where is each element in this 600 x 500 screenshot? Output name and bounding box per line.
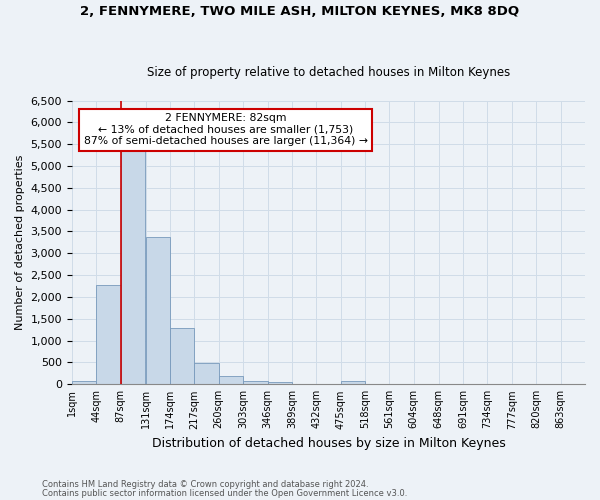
Bar [243, 381, 268, 384]
Bar [194, 364, 219, 384]
Title: Size of property relative to detached houses in Milton Keynes: Size of property relative to detached ho… [147, 66, 510, 78]
X-axis label: Distribution of detached houses by size in Milton Keynes: Distribution of detached houses by size … [152, 437, 505, 450]
Bar [72, 381, 96, 384]
Bar [96, 285, 121, 384]
Bar [268, 382, 292, 384]
Bar [341, 381, 365, 384]
Text: 2, FENNYMERE, TWO MILE ASH, MILTON KEYNES, MK8 8DQ: 2, FENNYMERE, TWO MILE ASH, MILTON KEYNE… [80, 5, 520, 18]
Bar [146, 236, 170, 384]
Bar [121, 148, 145, 384]
Text: Contains public sector information licensed under the Open Government Licence v3: Contains public sector information licen… [42, 488, 407, 498]
Text: 2 FENNYMERE: 82sqm
← 13% of detached houses are smaller (1,753)
87% of semi-deta: 2 FENNYMERE: 82sqm ← 13% of detached hou… [84, 114, 368, 146]
Text: Contains HM Land Registry data © Crown copyright and database right 2024.: Contains HM Land Registry data © Crown c… [42, 480, 368, 489]
Y-axis label: Number of detached properties: Number of detached properties [15, 154, 25, 330]
Bar [219, 376, 243, 384]
Bar [170, 328, 194, 384]
